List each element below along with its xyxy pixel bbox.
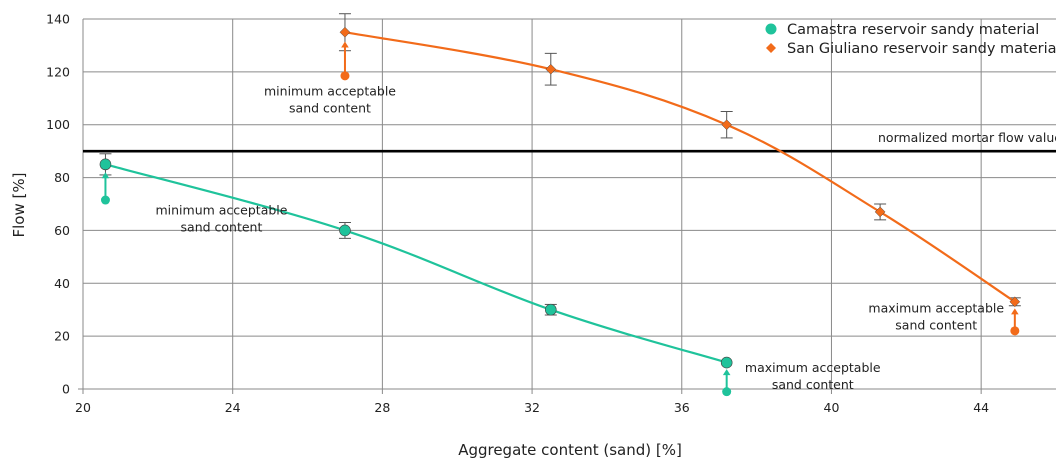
legend-label: San Giuliano reservoir sandy material xyxy=(787,41,1056,57)
data-point-circle xyxy=(720,356,733,369)
limit-dot xyxy=(340,71,350,81)
annotations: minimum acceptable sand content minimum ac… xyxy=(155,84,1004,392)
limit-arrow-head xyxy=(1011,308,1019,315)
data-point-circle xyxy=(339,224,351,237)
data-point-diamond xyxy=(874,206,886,218)
annotation-line-2: sand content xyxy=(289,101,371,116)
legend-label: Camastra reservoir sandy material xyxy=(787,22,1039,38)
annotation-line-1: minimum acceptable xyxy=(264,84,396,99)
annotation-line-1: minimum acceptable xyxy=(155,203,287,218)
tick-labels: 0 20 40 60 80 100 120 140 20 24 28 32 36 40 44 xyxy=(46,12,989,416)
y-tick-label: 100 xyxy=(46,117,70,132)
series-markers xyxy=(99,26,1021,369)
y-tick-label: 120 xyxy=(46,64,70,79)
legend-marker-diamond xyxy=(766,43,776,53)
data-point-diamond xyxy=(545,63,557,75)
series-line-1 xyxy=(344,31,1016,303)
limit-dot xyxy=(722,387,732,397)
y-tick-label: 60 xyxy=(54,223,70,238)
limit-arrow-head xyxy=(101,172,110,179)
limit-dot xyxy=(1010,326,1020,336)
x-tick-label: 28 xyxy=(374,400,390,415)
annotation-line-1: maximum acceptable xyxy=(868,300,1004,315)
annotation-line-1: maximum acceptable xyxy=(745,360,881,375)
reference-line-group: normalized mortar flow value xyxy=(83,130,1056,153)
x-tick-label: 20 xyxy=(75,400,91,415)
limit-dot xyxy=(100,195,110,205)
y-tick-label: 140 xyxy=(46,12,70,27)
error-bars xyxy=(99,13,1021,316)
grid xyxy=(82,18,1056,394)
annotation-line-2: sand content xyxy=(772,377,854,392)
annotation-line-2: sand content xyxy=(181,220,263,235)
limit-arrow-head xyxy=(341,41,349,48)
x-tick-label: 32 xyxy=(524,400,540,415)
x-tick-label: 24 xyxy=(225,400,241,415)
limit-arrow-head xyxy=(722,369,731,376)
y-tick-label: 40 xyxy=(54,276,70,291)
x-tick-label: 40 xyxy=(824,400,840,415)
limit-arrows xyxy=(100,41,1020,397)
reference-line-label: normalized mortar flow value xyxy=(878,130,1056,145)
y-tick-label: 20 xyxy=(54,329,70,344)
data-point-diamond xyxy=(339,26,351,38)
x-tick-label: 36 xyxy=(674,400,690,415)
data-point-circle xyxy=(544,303,557,316)
legend: Camastra reservoir sandy material San Giu… xyxy=(765,22,1056,57)
y-tick-label: 80 xyxy=(54,170,70,185)
x-tick-label: 44 xyxy=(973,400,989,415)
data-point-circle xyxy=(99,158,112,171)
x-axis-title: Aggregate content (sand) [%] xyxy=(458,441,682,459)
data-point-diamond xyxy=(721,119,733,131)
annotation-line-2: sand content xyxy=(895,317,977,332)
legend-marker-circle xyxy=(765,23,777,35)
data-point-diamond xyxy=(1009,296,1021,308)
y-axis-title: Flow [%] xyxy=(10,173,28,238)
series-line-0 xyxy=(105,163,727,364)
y-tick-label: 0 xyxy=(62,382,70,397)
